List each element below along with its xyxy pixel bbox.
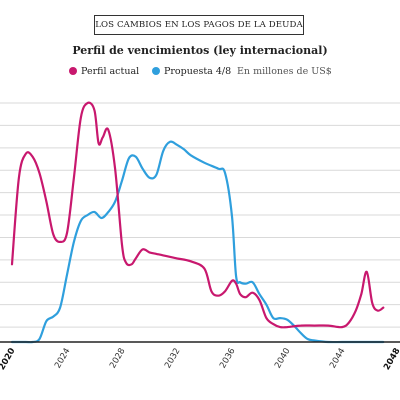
grid-lines xyxy=(0,102,400,328)
legend-label-actual: Perfil actual xyxy=(81,66,140,77)
x-tick-label: 2048 xyxy=(382,346,400,372)
chart-legend: Perfil actual Propuesta 4/8 En millones … xyxy=(0,66,400,80)
series-line-propuesta xyxy=(10,140,385,344)
legend-swatch-propuesta xyxy=(152,67,160,75)
x-tick-label: 2032 xyxy=(163,347,182,371)
x-tick-label: 2044 xyxy=(328,347,347,371)
x-tick-label: 2028 xyxy=(108,347,127,371)
x-tick-label: 2036 xyxy=(218,347,237,371)
x-tick-label: 2024 xyxy=(53,347,72,371)
series-line-actual xyxy=(10,101,385,329)
series-lines xyxy=(10,101,385,344)
x-tick-label: 2040 xyxy=(273,347,292,371)
legend-swatch-actual xyxy=(69,67,77,75)
x-tick-label: 2020 xyxy=(0,346,18,372)
chart-title: Perfil de vencimientos (ley internaciona… xyxy=(72,44,328,57)
x-axis-ticks: 2020 2024 2028 2032 2036 2040 2044 2048 xyxy=(0,346,400,372)
legend-label-propuesta: Propuesta 4/8 xyxy=(164,66,232,77)
chart-kicker: LOS CAMBIOS EN LOS PAGOS DE LA DEUDA xyxy=(94,15,304,35)
units-note: En millones de US$ xyxy=(237,66,332,77)
legend-item-actual: Perfil actual xyxy=(69,66,139,77)
legend-item-propuesta: Propuesta 4/8 xyxy=(152,66,231,77)
